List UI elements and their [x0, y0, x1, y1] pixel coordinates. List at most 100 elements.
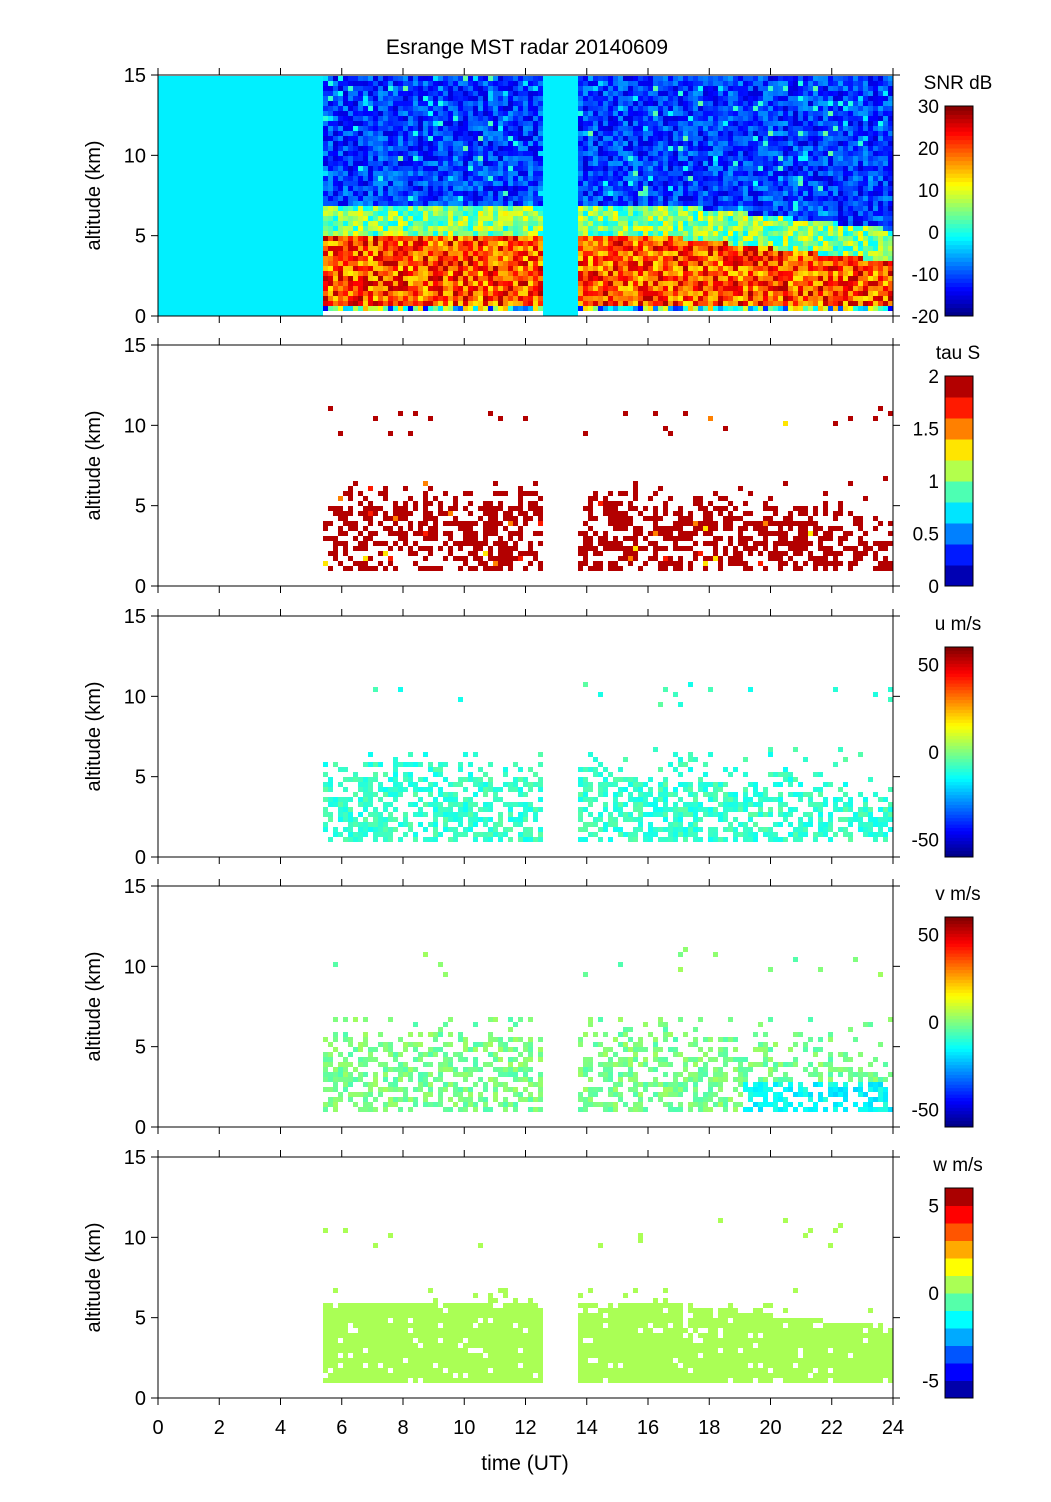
- heatmap-cell: [583, 76, 588, 81]
- heatmap-cell: [293, 301, 298, 306]
- heatmap-cell: [453, 251, 458, 256]
- heatmap-cell: [628, 196, 633, 201]
- heatmap-cell: [228, 81, 233, 86]
- heatmap-cell: [533, 151, 538, 156]
- heatmap-cell: [533, 216, 538, 221]
- heatmap-cell: [533, 201, 538, 206]
- heatmap-cell: [623, 291, 628, 296]
- heatmap-cell: [453, 131, 458, 136]
- heatmap-cell: [648, 306, 653, 311]
- heatmap-cell: [493, 166, 498, 171]
- heatmap-cell: [518, 131, 523, 136]
- heatmap-cell: [498, 126, 503, 131]
- heatmap-cell: [253, 86, 258, 91]
- heatmap-cell: [663, 196, 668, 201]
- heatmap-cell: [563, 256, 568, 261]
- heatmap-cell: [383, 76, 388, 81]
- heatmap-cell: [663, 296, 668, 301]
- heatmap-cell: [338, 281, 343, 286]
- heatmap-cell: [653, 261, 658, 266]
- heatmap-cell: [463, 211, 468, 216]
- heatmap-cell: [548, 91, 553, 96]
- heatmap-cell: [543, 261, 548, 266]
- heatmap-cell: [553, 86, 558, 91]
- heatmap-cell: [478, 251, 483, 256]
- heatmap-cell: [428, 271, 433, 276]
- heatmap-cell: [568, 241, 573, 246]
- heatmap-cell: [288, 241, 293, 246]
- heatmap-cell: [383, 116, 388, 121]
- heatmap-cell: [483, 81, 488, 86]
- heatmap-cell: [453, 291, 458, 296]
- heatmap-cell: [658, 246, 663, 251]
- heatmap-cell: [628, 276, 633, 281]
- heatmap-cell: [253, 251, 258, 256]
- heatmap-cell: [628, 101, 633, 106]
- heatmap-cell: [563, 291, 568, 296]
- heatmap-cell: [198, 226, 203, 231]
- heatmap-cell: [338, 86, 343, 91]
- heatmap-cell: [253, 91, 258, 96]
- heatmap-cell: [318, 126, 323, 131]
- heatmap-cell: [268, 221, 273, 226]
- heatmap-cell: [198, 306, 203, 311]
- heatmap-cell: [213, 241, 218, 246]
- heatmap-cell: [503, 231, 508, 236]
- heatmap-cell: [283, 286, 288, 291]
- heatmap-cell: [303, 166, 308, 171]
- heatmap-cell: [583, 301, 588, 306]
- heatmap-cell: [183, 106, 188, 111]
- heatmap-cell: [308, 146, 313, 151]
- heatmap-cell: [613, 266, 618, 271]
- heatmap-cell: [628, 146, 633, 151]
- heatmap-cell: [173, 191, 178, 196]
- heatmap-cell: [488, 221, 493, 226]
- heatmap-cell: [173, 226, 178, 231]
- heatmap-cell: [548, 301, 553, 306]
- heatmap-cell: [233, 151, 238, 156]
- heatmap-cell: [643, 151, 648, 156]
- heatmap-cell: [168, 261, 173, 266]
- heatmap-cell: [158, 291, 163, 296]
- heatmap-cell: [283, 101, 288, 106]
- heatmap-cell: [618, 291, 623, 296]
- heatmap-cell: [478, 256, 483, 261]
- chart-title: Esrange MST radar 20140609: [386, 36, 668, 59]
- heatmap-cell: [158, 161, 163, 166]
- heatmap-cell: [328, 246, 333, 251]
- heatmap-cell: [303, 181, 308, 186]
- heatmap-cell: [488, 156, 493, 161]
- heatmap-cell: [173, 166, 178, 171]
- heatmap-cell: [483, 271, 488, 276]
- heatmap-cell: [298, 81, 303, 86]
- heatmap-cell: [163, 276, 168, 281]
- heatmap-cell: [488, 106, 493, 111]
- heatmap-cell: [423, 241, 428, 246]
- heatmap-cell: [593, 81, 598, 86]
- heatmap-cell: [343, 161, 348, 166]
- heatmap-cell: [653, 176, 658, 181]
- heatmap-cell: [253, 146, 258, 151]
- heatmap-cell: [668, 196, 673, 201]
- heatmap-cell: [578, 91, 583, 96]
- heatmap-cell: [238, 76, 243, 81]
- heatmap-cell: [273, 291, 278, 296]
- heatmap-cell: [293, 121, 298, 126]
- heatmap-cell: [493, 196, 498, 201]
- heatmap-cell: [313, 156, 318, 161]
- heatmap-cell: [363, 291, 368, 296]
- heatmap-cell: [368, 76, 373, 81]
- heatmap-cell: [228, 216, 233, 221]
- heatmap-cell: [638, 266, 643, 271]
- heatmap-cell: [618, 216, 623, 221]
- heatmap-cell: [533, 141, 538, 146]
- heatmap-cell: [358, 151, 363, 156]
- heatmap-cell: [273, 261, 278, 266]
- heatmap-cell: [353, 231, 358, 236]
- heatmap-cell: [448, 171, 453, 176]
- heatmap-cell: [488, 231, 493, 236]
- heatmap-cell: [213, 256, 218, 261]
- heatmap-cell: [553, 231, 558, 236]
- heatmap-cell: [358, 286, 363, 291]
- heatmap-cell: [543, 296, 548, 301]
